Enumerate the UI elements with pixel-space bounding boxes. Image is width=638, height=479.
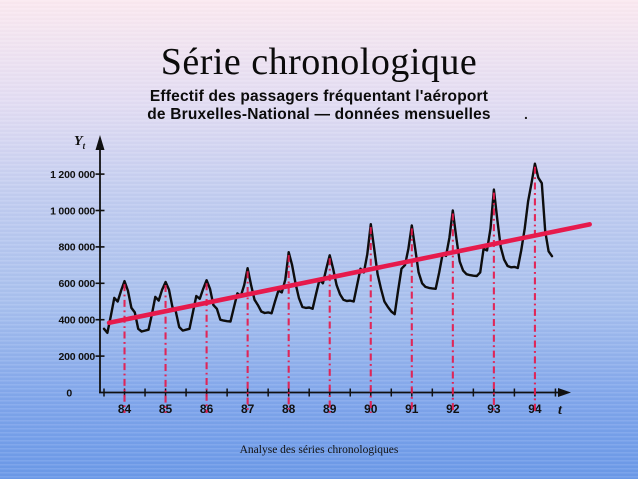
y-axis-ticks: 1 200 000 1 000 000 800 000 600 000 400 000 2… xyxy=(50,169,105,399)
y-axis-symbol: Y xyxy=(74,134,83,149)
trend-line xyxy=(106,222,592,326)
footer-text: Analyse des séries chronologiques xyxy=(239,444,399,456)
series-group xyxy=(102,162,554,334)
x-axis-arrow-icon xyxy=(558,388,571,397)
y-tick-label: 0 xyxy=(66,387,72,399)
y-axis-subscript: t xyxy=(82,140,86,151)
x-tick-label: 86 xyxy=(200,402,214,416)
y-axis-arrow-icon xyxy=(95,135,105,150)
y-tick-label: 200 000 xyxy=(58,351,95,363)
y-tick-label: 600 000 xyxy=(58,278,95,290)
x-tick-label: 84 xyxy=(118,402,132,416)
chart-subtitle-line1: Effectif des passagers fréquentant l'aér… xyxy=(149,88,489,105)
y-axis-title: Yt xyxy=(74,134,85,151)
series-line xyxy=(102,162,554,334)
y-tick-label: 800 000 xyxy=(58,242,95,254)
chart-subtitle: Effectif des passagers fréquentant l'aér… xyxy=(0,88,638,124)
x-tick-label: 90 xyxy=(364,402,378,416)
y-tick-label: 1 000 000 xyxy=(50,205,95,217)
y-tick-label: 1 200 000 xyxy=(50,169,95,181)
x-tick-label: 85 xyxy=(159,402,173,416)
peak-markers-group xyxy=(123,166,536,413)
x-axis-title: t xyxy=(558,403,563,418)
chart-subtitle-line2: de Bruxelles-National — données mensuell… xyxy=(147,106,491,123)
y-tick-label: 400 000 xyxy=(58,315,95,327)
trend-line-group xyxy=(106,222,592,326)
x-tick-label: 89 xyxy=(323,402,337,416)
page-title: Série chronologique xyxy=(160,41,478,83)
stray-mark: . xyxy=(524,106,528,122)
